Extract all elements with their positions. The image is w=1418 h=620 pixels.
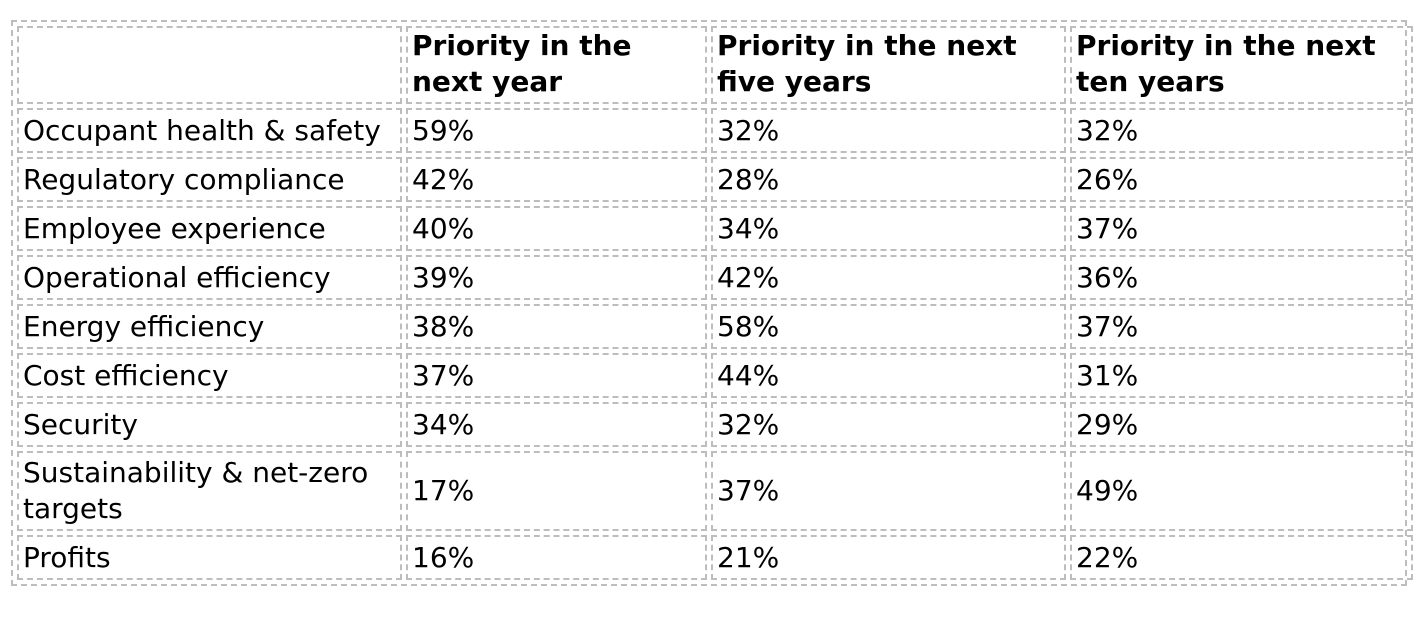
cell-next-five-years: 32% [711, 402, 1066, 447]
row-label: Cost efficiency [17, 353, 402, 398]
cell-next-year: 42% [406, 157, 707, 202]
cell-next-ten-years: 26% [1070, 157, 1413, 202]
cell-next-five-years: 28% [711, 157, 1066, 202]
table-row: Sustainability & net-zero targets 17% 37… [17, 451, 1413, 531]
cell-next-five-years: 44% [711, 353, 1066, 398]
cell-next-ten-years: 49% [1070, 451, 1413, 531]
row-label: Employee experience [17, 206, 402, 251]
table-row: Employee experience 40% 34% 37% [17, 206, 1413, 251]
cell-next-five-years: 21% [711, 535, 1066, 580]
cell-next-ten-years: 37% [1070, 304, 1413, 349]
row-label: Sustainability & net-zero targets [17, 451, 402, 531]
row-label: Energy efficiency [17, 304, 402, 349]
cell-next-year: 34% [406, 402, 707, 447]
cell-next-ten-years: 31% [1070, 353, 1413, 398]
cell-next-ten-years: 37% [1070, 206, 1413, 251]
header-cell-next-ten-years: Priority in the next ten years [1070, 26, 1413, 104]
cell-next-year: 40% [406, 206, 707, 251]
cell-next-five-years: 37% [711, 451, 1066, 531]
priorities-table-container: Priority in the next year Priority in th… [11, 20, 1413, 586]
cell-next-year: 37% [406, 353, 707, 398]
table-row: Security 34% 32% 29% [17, 402, 1413, 447]
table-row: Cost efficiency 37% 44% 31% [17, 353, 1413, 398]
header-cell-next-year: Priority in the next year [406, 26, 707, 104]
table-row: Operational efficiency 39% 42% 36% [17, 255, 1413, 300]
cell-next-five-years: 34% [711, 206, 1066, 251]
cell-next-year: 59% [406, 108, 707, 153]
cell-next-year: 38% [406, 304, 707, 349]
row-label: Occupant health & safety [17, 108, 402, 153]
row-label: Profits [17, 535, 402, 580]
table-row: Regulatory compliance 42% 28% 26% [17, 157, 1413, 202]
row-label: Regulatory compliance [17, 157, 402, 202]
header-cell-empty [17, 26, 402, 104]
table-row: Profits 16% 21% 22% [17, 535, 1413, 580]
row-label: Operational efficiency [17, 255, 402, 300]
cell-next-year: 16% [406, 535, 707, 580]
header-cell-next-five-years: Priority in the next five years [711, 26, 1066, 104]
row-label: Security [17, 402, 402, 447]
priorities-table: Priority in the next year Priority in th… [13, 22, 1417, 584]
cell-next-year: 17% [406, 451, 707, 531]
table-row: Occupant health & safety 59% 32% 32% [17, 108, 1413, 153]
cell-next-ten-years: 29% [1070, 402, 1413, 447]
cell-next-year: 39% [406, 255, 707, 300]
cell-next-five-years: 32% [711, 108, 1066, 153]
cell-next-ten-years: 32% [1070, 108, 1413, 153]
cell-next-ten-years: 22% [1070, 535, 1413, 580]
table-header-row: Priority in the next year Priority in th… [17, 26, 1413, 104]
cell-next-ten-years: 36% [1070, 255, 1413, 300]
table-row: Energy efficiency 38% 58% 37% [17, 304, 1413, 349]
cell-next-five-years: 58% [711, 304, 1066, 349]
cell-next-five-years: 42% [711, 255, 1066, 300]
